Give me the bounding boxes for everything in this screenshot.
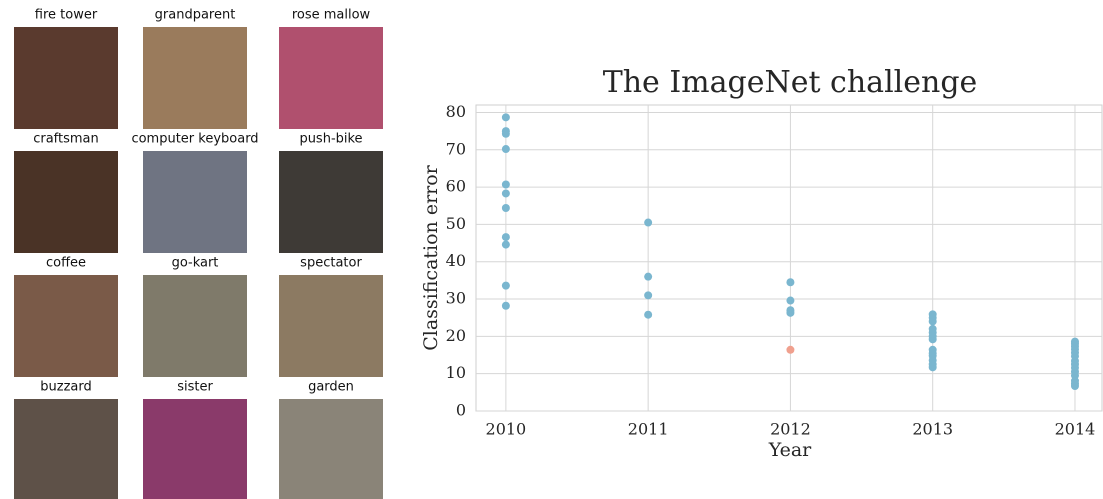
y-tick-label: 20 — [446, 326, 466, 345]
thumbnail-image — [279, 27, 383, 129]
point — [928, 317, 937, 326]
thumbnail-label: push-bike — [299, 132, 362, 147]
thumbnail-image — [14, 27, 118, 129]
point — [501, 233, 510, 242]
thumbnail-label: buzzard — [40, 380, 91, 395]
point — [501, 240, 510, 249]
thumbnail-label: garden — [308, 380, 354, 395]
thumbnail-image — [279, 275, 383, 377]
thumbnail-label: craftsman — [33, 132, 99, 147]
y-tick-label: 40 — [446, 251, 466, 270]
y-tick-label: 0 — [456, 401, 466, 420]
thumbnail-image — [143, 27, 247, 129]
x-tick-label: 2012 — [770, 420, 811, 439]
plot-area — [475, 104, 1103, 412]
y-tick-label: 50 — [446, 214, 466, 233]
point — [501, 129, 510, 138]
thumbnail-image — [279, 151, 383, 253]
x-tick-label: 2010 — [486, 420, 527, 439]
y-axis-label: Classification error — [420, 164, 442, 350]
y-tick-label: 70 — [446, 139, 466, 158]
point — [644, 218, 653, 227]
y-tick-label: 80 — [446, 102, 466, 121]
x-tick-label: 2014 — [1055, 420, 1096, 439]
thumbnail-label: spectator — [300, 256, 362, 271]
point — [644, 272, 653, 281]
point — [786, 296, 795, 305]
thumbnail-label: go-kart — [172, 256, 219, 271]
point — [928, 335, 937, 344]
point — [501, 113, 510, 122]
y-tick-label: 10 — [446, 363, 466, 382]
point — [501, 189, 510, 198]
thumbnail-image — [14, 151, 118, 253]
x-axis-label: Year — [768, 439, 812, 461]
point — [501, 203, 510, 212]
point — [644, 291, 653, 300]
point — [786, 308, 795, 317]
point — [501, 301, 510, 310]
x-tick-label: 2013 — [912, 420, 953, 439]
thumbnail-image — [143, 399, 247, 499]
thumbnail-label: coffee — [46, 256, 86, 271]
point — [644, 310, 653, 319]
point — [501, 180, 510, 189]
point — [501, 145, 510, 154]
point — [1070, 381, 1079, 390]
thumbnail-label: fire tower — [35, 8, 98, 23]
thumbnail-image — [279, 399, 383, 499]
thumbnail-image — [143, 275, 247, 377]
point — [786, 278, 795, 287]
point — [786, 345, 795, 354]
thumbnail-image — [14, 275, 118, 377]
thumbnail-label: grandparent — [155, 8, 236, 23]
chart-title: The ImageNet challenge — [603, 65, 978, 100]
thumbnail-image — [143, 151, 247, 253]
y-tick-label: 30 — [446, 289, 466, 308]
thumbnail-label: computer keyboard — [131, 132, 258, 147]
thumbnail-label: rose mallow — [292, 8, 371, 23]
point — [501, 281, 510, 290]
point — [928, 363, 937, 372]
y-tick-label: 60 — [446, 177, 466, 196]
thumbnail-label: sister — [177, 380, 213, 395]
x-tick-label: 2011 — [628, 420, 669, 439]
thumbnail-image — [14, 399, 118, 499]
